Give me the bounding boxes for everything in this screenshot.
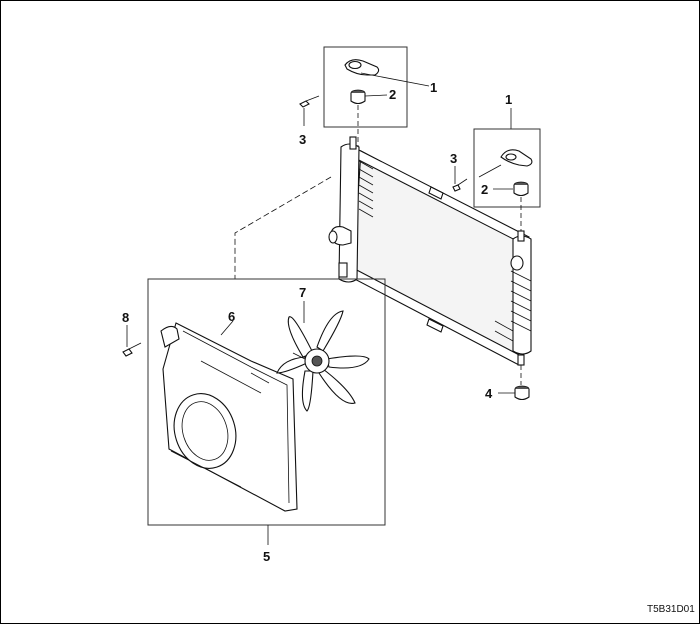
shroud-edge [182, 330, 290, 504]
right-grommet [513, 185, 529, 197]
radiator [328, 136, 532, 366]
lower-grommet [514, 389, 530, 401]
fan-blade-2 [316, 310, 344, 352]
callout-8: 8 [122, 310, 129, 325]
bottom-mount-tab [426, 318, 444, 333]
callout-6: 6 [228, 309, 235, 324]
left-drain [338, 262, 348, 278]
fan-blade-5 [301, 370, 314, 412]
upper-post [349, 136, 357, 150]
callout-4: 4 [485, 386, 493, 401]
leader-2-top [364, 94, 388, 97]
callout-1-top: 1 [430, 80, 437, 95]
right-tank-fins [494, 270, 532, 342]
inlet-opening [328, 230, 338, 244]
left-tank-fins [358, 160, 374, 218]
lower-grommet-group [498, 365, 530, 401]
fan-shroud [160, 320, 298, 512]
upper-bracket-hole [348, 60, 362, 70]
right-bracket-box [473, 128, 541, 208]
right-bracket-group [452, 108, 541, 239]
leader-1-top [360, 72, 430, 87]
radiator-right-tank [512, 235, 532, 355]
fan-wire [292, 352, 306, 360]
fan-blade-6 [276, 356, 308, 374]
callout-1-right: 1 [505, 92, 512, 107]
shroud-ribs [170, 360, 270, 488]
radiator-left-tank [338, 143, 360, 283]
leader-1-right-b [478, 164, 502, 178]
callout-3-top: 3 [299, 132, 306, 147]
fan-blade-3 [326, 355, 370, 369]
cooling-fan [276, 301, 370, 412]
lower-post [517, 354, 525, 366]
outlet-opening [510, 255, 524, 271]
upper-bolt [299, 95, 320, 108]
guide-fan-assembly [234, 176, 332, 279]
leader-6 [220, 320, 234, 336]
shroud-inner-ring [181, 401, 229, 461]
callout-2-right: 2 [481, 182, 488, 197]
fan-blade-4 [318, 368, 356, 404]
top-mount-tab [428, 186, 444, 200]
right-bolt [452, 178, 468, 192]
shroud-bolt [122, 325, 142, 357]
fan-blade-1 [287, 316, 314, 358]
callout-7: 7 [299, 285, 306, 300]
right-post [517, 230, 525, 242]
shroud-ring [173, 393, 237, 469]
upper-left-bracket-box [323, 46, 408, 128]
callout-5: 5 [263, 549, 270, 564]
figure-code: T5B31D01 [647, 604, 695, 615]
fan-assembly-box [147, 278, 386, 526]
right-bracket-hole [505, 153, 517, 161]
callout-2-top: 2 [389, 87, 396, 102]
fan-hub [311, 355, 323, 367]
callout-3-right: 3 [450, 151, 457, 166]
upper-grommet [350, 93, 366, 105]
shroud-bracket [160, 325, 180, 348]
upper-left-bracket-group [299, 46, 430, 146]
